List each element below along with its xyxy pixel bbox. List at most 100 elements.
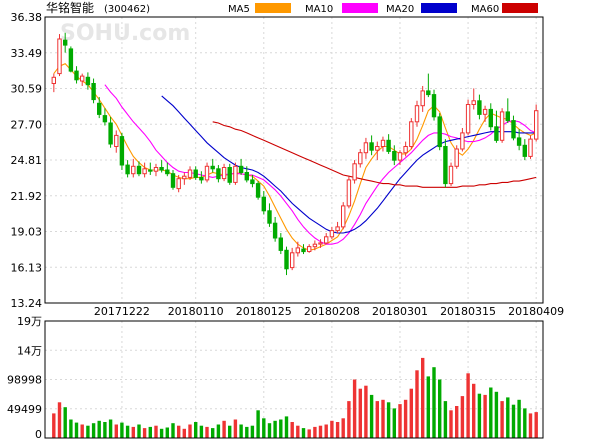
candle-body (358, 152, 363, 165)
volume-bar (403, 399, 408, 438)
candle-body (335, 226, 340, 232)
candle-body (102, 115, 108, 123)
candle-body (238, 165, 244, 174)
price-tick-label: 24.81 (11, 154, 43, 167)
volume-bar (171, 423, 175, 438)
candle-body (187, 169, 193, 178)
legend-swatch-ma20 (421, 3, 457, 13)
candle-body (392, 151, 397, 161)
candle-body (380, 139, 386, 148)
volume-bar (426, 376, 430, 438)
volume-bar (194, 422, 198, 438)
ma-line-ma20 (161, 95, 537, 234)
date-tick-label: 20180110 (168, 305, 224, 318)
candle-body (170, 173, 176, 188)
candle-body (460, 132, 465, 150)
candle-body (221, 167, 227, 180)
volume-bar (449, 410, 453, 438)
volume-bar (97, 420, 101, 438)
candle-body (290, 252, 295, 269)
price-tick-label: 21.92 (11, 190, 43, 203)
candle-body (511, 120, 516, 139)
volume-panel-frame (44, 320, 544, 439)
candle-body (108, 122, 113, 145)
volume-bar (63, 407, 67, 438)
legend-swatch-ma5 (255, 3, 291, 13)
candle-body (499, 111, 505, 141)
legend: MA5 MA10 MA20 MA60 (228, 3, 538, 15)
candle-body (403, 146, 408, 154)
volume-bar (86, 425, 90, 438)
volume-bar (421, 357, 425, 438)
candle-body (97, 102, 102, 115)
candle-body (227, 167, 232, 183)
date-tick-label: 20171222 (94, 305, 150, 318)
volume-bar (500, 401, 504, 438)
volume-bar (142, 428, 147, 438)
volume-bar (256, 410, 260, 438)
price-tick-label: 19.03 (11, 226, 43, 239)
candle-body (443, 146, 448, 185)
date-tick-label: 20180315 (440, 305, 496, 318)
candle-body (136, 165, 142, 175)
legend-swatch-ma10 (342, 3, 378, 13)
volume-bar (409, 388, 413, 438)
candle-body (505, 111, 511, 122)
volume-bar (415, 370, 419, 438)
candle-body (210, 165, 215, 170)
candle-body (295, 247, 301, 254)
volume-bar (74, 422, 79, 438)
volume-bar (335, 422, 340, 438)
candle-body (346, 179, 352, 207)
volume-bar (381, 399, 385, 438)
volume-bar (165, 427, 169, 438)
volume-bar (455, 406, 459, 438)
volume-bar (511, 404, 516, 438)
volume-bar (341, 418, 345, 438)
candle-body (255, 183, 261, 198)
volume-bar (108, 419, 113, 438)
volume-bar (267, 423, 272, 438)
candle-body (363, 142, 369, 154)
candle-body (534, 110, 539, 140)
price-tick-label: 13.24 (11, 297, 43, 310)
date-tick-label: 20180208 (304, 305, 360, 318)
candle-body (369, 142, 374, 151)
legend-label-ma20: MA20 (386, 4, 414, 15)
price-panel-frame (44, 16, 544, 304)
volume-bar (517, 399, 521, 438)
candle-body (494, 126, 499, 141)
volume-bar (57, 402, 62, 438)
volume-bar (188, 424, 192, 438)
candlesticks (51, 32, 539, 276)
date-tick-label: 20180409 (508, 305, 564, 318)
legend-swatch-ma60 (502, 3, 538, 13)
date-tick-label: 20180301 (372, 305, 428, 318)
price-tick-label: 33.49 (11, 47, 43, 60)
volume-bar (250, 425, 255, 438)
candle-body (233, 165, 238, 183)
candle-body (216, 168, 221, 180)
volume-bar (438, 379, 442, 438)
volume-bar (211, 428, 215, 438)
candle-body (471, 100, 476, 106)
candle-body (454, 148, 459, 167)
candle-body (431, 94, 437, 118)
volume-bars (52, 357, 538, 438)
price-tick-label: 16.13 (11, 261, 43, 274)
candle-body (159, 167, 164, 171)
volume-bar (352, 379, 357, 438)
candle-body (142, 168, 147, 175)
volume-bar (375, 401, 379, 438)
candle-body (57, 38, 62, 75)
volume-bar (369, 394, 374, 438)
candle-body (352, 163, 357, 181)
candle-body (341, 205, 346, 228)
candle-body (125, 164, 130, 175)
volume-bar (466, 373, 470, 438)
candle-body (250, 179, 255, 185)
volume-bar (534, 412, 538, 438)
candle-body (414, 105, 420, 123)
candle-body (91, 83, 96, 101)
candle-body (528, 138, 533, 157)
